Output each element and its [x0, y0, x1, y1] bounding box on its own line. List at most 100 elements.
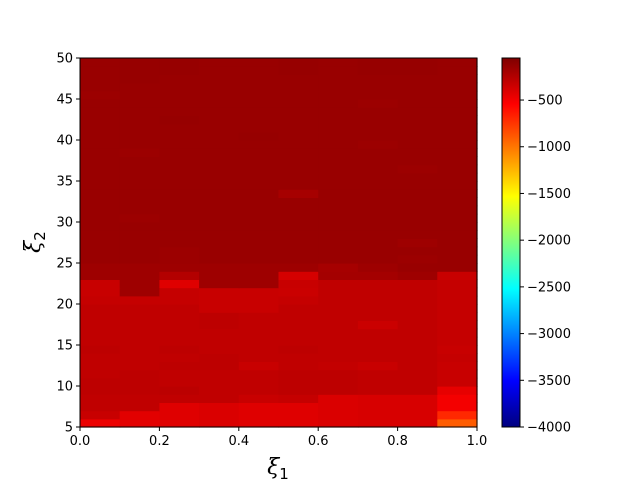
heatmap-cell	[437, 369, 478, 379]
heatmap-cell	[278, 336, 319, 346]
heatmap-cell	[278, 295, 319, 305]
y-tick-label: 35	[56, 175, 73, 190]
heatmap-cell	[397, 131, 438, 141]
heatmap-cell	[119, 279, 160, 289]
heatmap-cell	[238, 230, 280, 239]
heatmap-cell	[238, 246, 280, 256]
heatmap-cell	[159, 410, 200, 420]
heatmap-cell	[238, 213, 280, 223]
heatmap-cell	[318, 254, 359, 264]
heatmap-cell	[278, 304, 319, 313]
heatmap-cell	[119, 148, 160, 157]
heatmap-cell	[357, 320, 399, 330]
heatmap-cell	[80, 271, 121, 280]
heatmap-cell	[159, 246, 200, 256]
heatmap-cell	[397, 287, 438, 297]
heatmap-cell	[357, 254, 399, 264]
heatmap-cell	[318, 90, 359, 100]
heatmap-cell	[437, 90, 478, 100]
heatmap-cell	[278, 181, 319, 190]
heatmap-cell	[238, 418, 280, 428]
heatmap-cell	[199, 66, 240, 75]
heatmap-cell	[119, 312, 160, 321]
heatmap-cell	[318, 386, 359, 395]
heatmap-cell	[397, 189, 438, 198]
heatmap-cell	[238, 345, 280, 354]
heatmap-cell	[437, 353, 478, 362]
heatmap-cell	[119, 99, 160, 108]
heatmap-cell	[119, 287, 160, 297]
heatmap-cell	[80, 287, 121, 297]
heatmap-cell	[357, 205, 399, 215]
heatmap-cell	[119, 115, 160, 125]
heatmap-cell	[357, 246, 399, 256]
heatmap-cell	[80, 189, 121, 198]
heatmap-cell	[278, 222, 319, 231]
heatmap-cell	[278, 361, 319, 371]
heatmap-cell	[397, 156, 438, 166]
heatmap-cell	[437, 410, 478, 420]
heatmap-cell	[318, 115, 359, 125]
heatmap-cell	[357, 107, 399, 116]
heatmap-cell	[159, 402, 200, 412]
heatmap-cell	[437, 361, 478, 371]
heatmap-cell	[199, 271, 240, 280]
colorbar-tick-label: −2000	[527, 234, 571, 249]
heatmap-cell	[199, 328, 240, 338]
heatmap-cell	[318, 304, 359, 313]
heatmap-cell	[199, 377, 240, 387]
heatmap-cell	[397, 295, 438, 305]
heatmap-cell	[357, 312, 399, 321]
heatmap-cell	[199, 238, 240, 248]
heatmap-cell	[318, 148, 359, 157]
heatmap-cell	[80, 418, 121, 428]
heatmap-cell	[278, 312, 319, 321]
heatmap-cell	[278, 353, 319, 362]
y-axis: 5 10 15 20 25 30 35 40 45 50	[56, 52, 80, 436]
heatmap-cell	[80, 213, 121, 223]
heatmap-cell	[119, 140, 160, 149]
heatmap-cell	[357, 287, 399, 297]
heatmap-cell	[159, 320, 200, 330]
heatmap-cell	[318, 279, 359, 289]
heatmap-cell	[80, 295, 121, 305]
heatmap-cell	[357, 99, 399, 108]
heatmap-cell	[397, 172, 438, 182]
heatmap-cell	[199, 164, 240, 174]
heatmap-cell	[199, 107, 240, 116]
heatmap-cell	[397, 115, 438, 125]
heatmap-cell	[318, 107, 359, 116]
heatmap-cell	[159, 172, 200, 182]
heatmap-cell	[318, 99, 359, 108]
heatmap-cell	[357, 164, 399, 174]
heatmap-cell	[119, 238, 160, 248]
heatmap-cell	[397, 140, 438, 149]
heatmap-cell	[119, 271, 160, 280]
heatmap-cell	[397, 320, 438, 330]
heatmap-cell	[357, 213, 399, 223]
y-tick-label: 25	[56, 257, 73, 272]
heatmap-cells	[80, 58, 478, 428]
heatmap-cell	[397, 205, 438, 215]
heatmap-cell	[119, 172, 160, 182]
heatmap-cell	[238, 263, 280, 272]
heatmap-cell	[318, 189, 359, 198]
heatmap-cell	[278, 107, 319, 116]
heatmap-cell	[80, 394, 121, 403]
heatmap-cell	[318, 295, 359, 305]
heatmap-cell	[318, 402, 359, 412]
heatmap-cell	[357, 353, 399, 362]
heatmap-cell	[199, 197, 240, 207]
heatmap-cell	[437, 115, 478, 125]
heatmap-cell	[238, 320, 280, 330]
heatmap-cell	[199, 345, 240, 354]
heatmap-cell	[437, 254, 478, 264]
heatmap-cell	[357, 271, 399, 280]
heatmap-cell	[238, 287, 280, 297]
heatmap-cell	[119, 82, 160, 92]
heatmap-cell	[318, 361, 359, 371]
heatmap-cell	[437, 295, 478, 305]
heatmap-cell	[437, 74, 478, 84]
heatmap-cell	[199, 418, 240, 428]
